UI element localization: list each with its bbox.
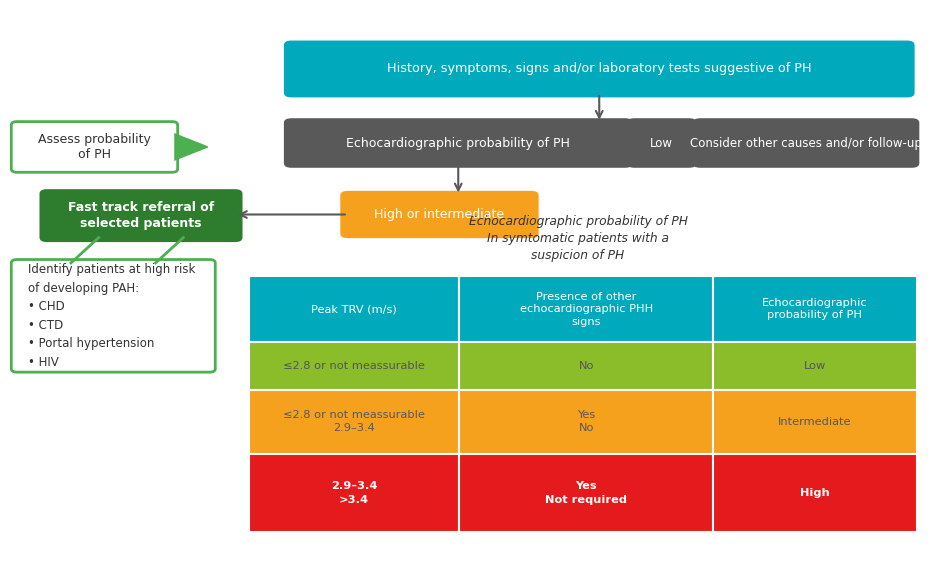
FancyBboxPatch shape <box>460 342 713 390</box>
FancyBboxPatch shape <box>713 390 916 454</box>
Text: 2.9–3.4
>3.4: 2.9–3.4 >3.4 <box>331 481 377 504</box>
Polygon shape <box>172 133 208 161</box>
Text: Presence of other
echocardiographic PHH
signs: Presence of other echocardiographic PHH … <box>520 292 652 327</box>
Text: Low: Low <box>804 361 826 371</box>
FancyBboxPatch shape <box>713 454 916 532</box>
FancyBboxPatch shape <box>39 189 243 242</box>
FancyBboxPatch shape <box>249 276 460 342</box>
Text: Consider other causes and/or follow-up: Consider other causes and/or follow-up <box>690 136 922 150</box>
Text: Assess probability
of PH: Assess probability of PH <box>38 133 151 161</box>
Text: No: No <box>578 361 594 371</box>
FancyBboxPatch shape <box>11 122 178 172</box>
FancyBboxPatch shape <box>460 276 713 342</box>
FancyBboxPatch shape <box>460 454 713 532</box>
FancyBboxPatch shape <box>284 118 633 168</box>
Text: Echocardiographic probability of PH
In symtomatic patients with a
suspicion of P: Echocardiographic probability of PH In s… <box>469 215 687 262</box>
FancyBboxPatch shape <box>249 454 460 532</box>
Text: Low: Low <box>650 136 673 150</box>
Text: Fast track referral of
selected patients: Fast track referral of selected patients <box>68 201 214 230</box>
Text: Yes
No: Yes No <box>577 410 595 434</box>
Text: Intermediate: Intermediate <box>778 417 852 427</box>
Text: Yes
Not required: Yes Not required <box>545 481 627 504</box>
Text: History, symptoms, signs and/or laboratory tests suggestive of PH: History, symptoms, signs and/or laborato… <box>387 62 811 75</box>
FancyBboxPatch shape <box>460 390 713 454</box>
Text: Echocardiographic probability of PH: Echocardiographic probability of PH <box>346 136 571 150</box>
Text: Peak TRV (m/s): Peak TRV (m/s) <box>311 304 397 314</box>
FancyBboxPatch shape <box>11 260 215 372</box>
FancyBboxPatch shape <box>249 342 460 390</box>
Text: ≤2.8 or not meassurable
2.9–3.4: ≤2.8 or not meassurable 2.9–3.4 <box>283 410 425 434</box>
FancyBboxPatch shape <box>284 41 915 97</box>
FancyBboxPatch shape <box>627 118 697 168</box>
Text: Echocardiographic
probability of PH: Echocardiographic probability of PH <box>762 298 868 320</box>
Text: High: High <box>800 488 830 498</box>
FancyBboxPatch shape <box>693 118 919 168</box>
Text: Identify patients at high risk
of developing PAH:
• CHD
• CTD
• Portal hypertens: Identify patients at high risk of develo… <box>28 263 196 369</box>
FancyBboxPatch shape <box>340 191 539 238</box>
FancyBboxPatch shape <box>249 390 460 454</box>
FancyBboxPatch shape <box>713 342 916 390</box>
Text: High or intermediate: High or intermediate <box>374 208 505 221</box>
Text: ≤2.8 or not meassurable: ≤2.8 or not meassurable <box>283 361 425 371</box>
FancyBboxPatch shape <box>713 276 916 342</box>
